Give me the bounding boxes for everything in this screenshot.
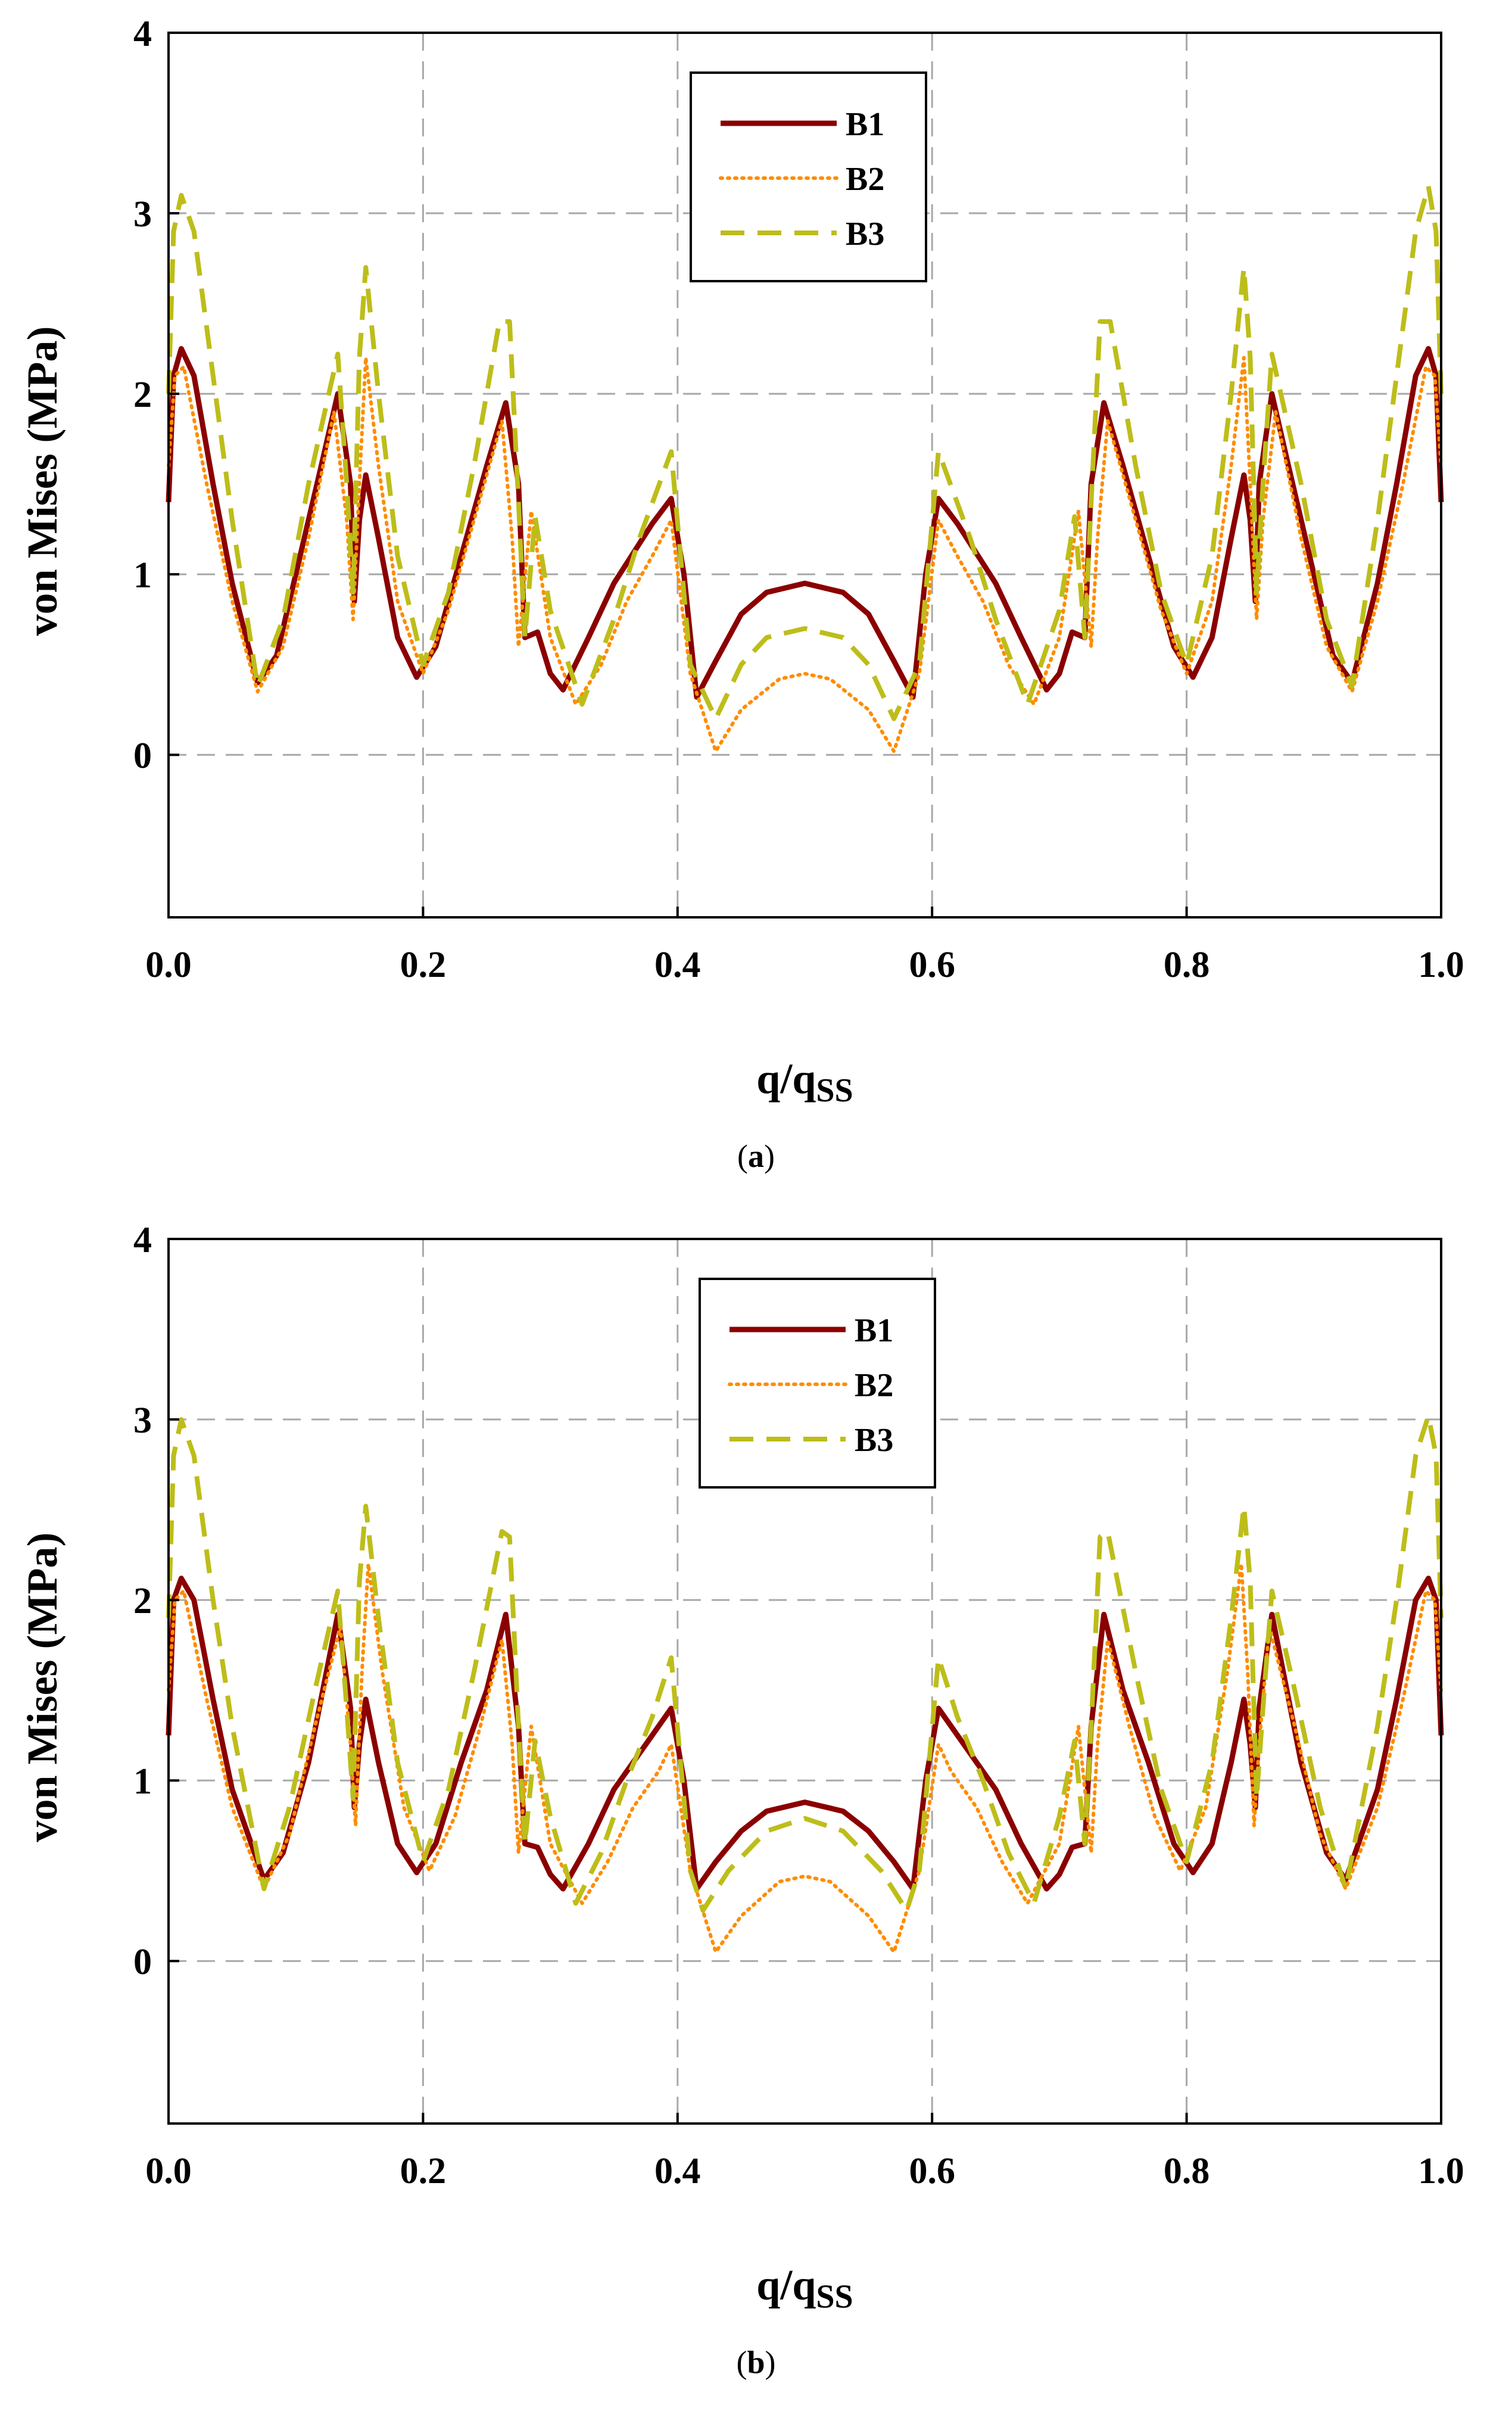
legend-label-b1: B1 bbox=[846, 106, 884, 143]
x-axis-title-subscript: SS bbox=[816, 1072, 853, 1109]
caption-b-label: b bbox=[747, 2344, 765, 2380]
y-tick-label: 1 bbox=[133, 555, 152, 596]
legend-label-b1: B1 bbox=[855, 1312, 893, 1349]
x-axis-title: q/qSS bbox=[756, 2261, 853, 2315]
chart-a: 0 1 2 3 4 0.0 0.2 0.4 0.6 0.8 1.0 q/qSS von Mises (M… bbox=[18, 14, 1464, 1109]
x-tick-label: 0.8 bbox=[1164, 945, 1210, 985]
legend: B1 B2 B3 bbox=[699, 1278, 936, 1489]
y-tick-label: 0 bbox=[133, 1942, 152, 1982]
series-line-b3 bbox=[166, 183, 1444, 721]
panel-b: 0 1 2 3 4 0.0 0.2 0.4 0.6 0.8 1.0 q/qSS von Mises (M… bbox=[0, 1206, 1512, 2413]
series-line-b2 bbox=[167, 1562, 1443, 1954]
legend-label-b2: B2 bbox=[846, 161, 884, 198]
x-tick-label: 0.2 bbox=[400, 2151, 447, 2191]
y-tick-label: 4 bbox=[133, 1220, 152, 1260]
x-tick-label: 0.4 bbox=[654, 2151, 701, 2191]
chart-b: 0 1 2 3 4 0.0 0.2 0.4 0.6 0.8 1.0 q/qSS von Mises (M… bbox=[18, 1220, 1464, 2315]
caption-b: (b) bbox=[736, 2344, 776, 2380]
y-tick-label: 4 bbox=[133, 14, 152, 54]
y-axis-title: von Mises (MPa) bbox=[18, 326, 66, 636]
x-axis-title: q/qSS bbox=[756, 1055, 853, 1109]
x-tick-label: 0.6 bbox=[909, 945, 955, 985]
y-tick-label: 1 bbox=[133, 1761, 152, 1802]
x-tick-label: 0.0 bbox=[145, 2151, 192, 2191]
y-tick-label: 2 bbox=[133, 375, 152, 415]
plot-frame bbox=[167, 1238, 1442, 2125]
panel-a: 0 1 2 3 4 0.0 0.2 0.4 0.6 0.8 1.0 q/qSS von Mises (M… bbox=[0, 0, 1512, 1206]
x-tick-label: 0.2 bbox=[400, 945, 447, 985]
plot-frame bbox=[167, 32, 1442, 919]
legend: B1 B2 B3 bbox=[690, 71, 927, 282]
y-tick-label: 2 bbox=[133, 1581, 152, 1621]
series-line-b3 bbox=[166, 1413, 1444, 1913]
x-tick-label: 1.0 bbox=[1418, 945, 1464, 985]
y-tick-label: 0 bbox=[133, 736, 152, 776]
grid-lines bbox=[169, 33, 1441, 917]
x-axis-title-subscript: SS bbox=[816, 2278, 853, 2315]
x-tick-label: 0.8 bbox=[1164, 2151, 1210, 2191]
series-line-b2 bbox=[167, 356, 1443, 754]
caption-a-label: a bbox=[748, 1138, 764, 1174]
legend-label-b3: B3 bbox=[846, 216, 884, 253]
x-tick-label: 0.0 bbox=[145, 945, 192, 985]
x-tick-label: 0.6 bbox=[909, 2151, 955, 2191]
legend-label-b2: B2 bbox=[855, 1367, 893, 1404]
x-tick-label: 0.4 bbox=[654, 945, 701, 985]
y-tick-label: 3 bbox=[133, 194, 152, 235]
y-tick-label: 3 bbox=[133, 1400, 152, 1441]
x-tick-label: 1.0 bbox=[1418, 2151, 1464, 2191]
legend-label-b3: B3 bbox=[855, 1422, 893, 1459]
caption-a: (a) bbox=[737, 1138, 775, 1174]
y-axis-title: von Mises (MPa) bbox=[18, 1533, 66, 1842]
